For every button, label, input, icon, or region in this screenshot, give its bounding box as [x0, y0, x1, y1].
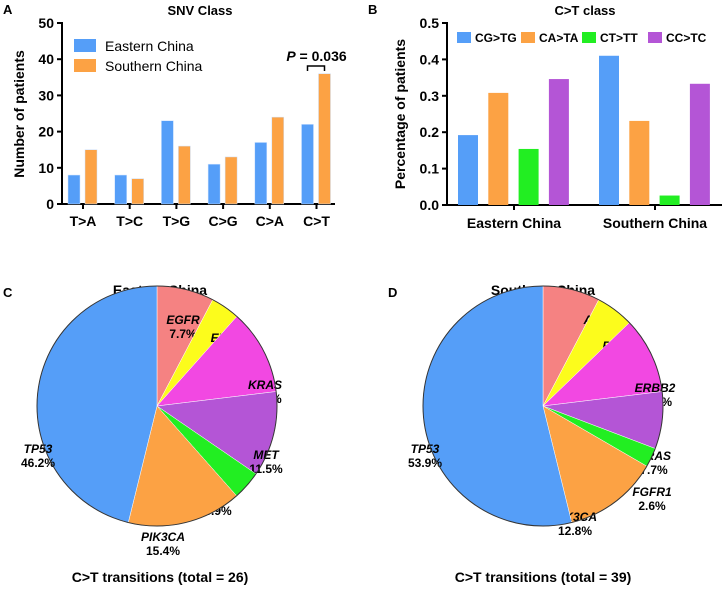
slice-percent: 11.5%: [249, 462, 283, 476]
x-tick-label: Eastern China: [467, 215, 561, 231]
y-tick-label: 10: [38, 160, 54, 176]
legend-swatch: [74, 59, 96, 72]
bar-eastern-china: [254, 142, 268, 205]
bar-cc-to-tc: [689, 83, 710, 205]
bar-ct-to-tt: [518, 148, 539, 205]
legend-swatch: [74, 39, 96, 52]
x-tick-label: T>G: [163, 213, 191, 229]
y-axis-label: Percentage of patients: [392, 39, 408, 189]
slice-label: PIK3CA: [141, 530, 185, 544]
significance-bracket: [306, 65, 326, 71]
bar-southern-china: [224, 156, 238, 205]
legend-swatch: [457, 32, 471, 43]
slice-percent: 12.8%: [558, 524, 592, 538]
y-tick-label: 0: [46, 196, 54, 212]
p-value-annotation: P = 0.036: [286, 48, 347, 64]
x-tick-label: T>C: [116, 213, 143, 229]
y-tick-label: 40: [38, 51, 54, 67]
slice-percent: 46.2%: [21, 456, 55, 470]
legend-swatch: [648, 32, 662, 43]
y-tick-label: 0.1: [420, 161, 440, 177]
panel-letter: C: [3, 285, 13, 300]
y-tick-label: 30: [38, 87, 54, 103]
legend-label: Southern China: [105, 58, 203, 74]
pie-caption: C>T transitions (total = 39): [455, 569, 632, 585]
bar-southern-china: [271, 116, 285, 205]
y-tick-label: 0.3: [420, 88, 440, 104]
y-tick-label: 0.0: [420, 197, 440, 213]
slice-label: EGFR: [166, 313, 200, 327]
bar-eastern-china: [301, 124, 314, 205]
legend-swatch: [521, 32, 535, 43]
slice-label: ERBB2: [635, 381, 676, 395]
y-axis-label: Number of patients: [11, 50, 27, 178]
y-tick-label: 20: [38, 124, 54, 140]
legend-label: Eastern China: [105, 38, 194, 54]
slice-percent: 7.7%: [169, 327, 197, 341]
x-tick-label: C>T: [303, 213, 330, 229]
bar-southern-china: [131, 178, 144, 205]
bar-eastern-china: [67, 174, 81, 205]
bar-southern-china: [318, 73, 331, 205]
legend-swatch: [582, 32, 596, 43]
bar-eastern-china: [161, 120, 174, 205]
panel-letter: D: [388, 285, 397, 300]
panel-letter: B: [368, 2, 377, 17]
bar-ca-to-ta: [488, 92, 509, 205]
legend-label: CG>TG: [475, 31, 517, 45]
bar-cg-to-tg: [599, 55, 619, 206]
slice-percent: 2.6%: [638, 499, 666, 513]
legend-label: CA>TA: [539, 31, 579, 45]
pie-outline: [36, 285, 278, 527]
bar-eastern-china: [207, 163, 221, 205]
x-tick-label: C>A: [256, 213, 284, 229]
pie-outline: [422, 285, 664, 527]
bar-ca-to-ta: [629, 120, 650, 205]
slice-label: TP53: [24, 442, 53, 456]
slice-percent: 53.9%: [408, 456, 442, 470]
chart-title: C>T class: [554, 3, 615, 18]
bar-eastern-china: [114, 174, 127, 205]
y-tick-label: 0.5: [420, 15, 440, 31]
bar-cc-to-tc: [548, 79, 569, 205]
slice-label: KRAS: [248, 378, 282, 392]
bar-cg-to-tg: [458, 135, 478, 205]
x-tick-label: C>G: [209, 213, 238, 229]
bar-southern-china: [178, 145, 191, 205]
slice-label: TP53: [411, 442, 440, 456]
y-tick-label: 0.4: [420, 51, 440, 67]
legend-label: CT>TT: [600, 31, 638, 45]
slice-percent: 7.7%: [640, 463, 668, 477]
panel-letter: A: [3, 2, 13, 17]
legend-label: CC>TC: [666, 31, 707, 45]
pie-caption: C>T transitions (total = 26): [72, 569, 249, 585]
bar-ct-to-tt: [659, 195, 680, 205]
slice-label: FGFR1: [632, 485, 672, 499]
bar-southern-china: [84, 149, 98, 205]
y-tick-label: 50: [38, 15, 54, 31]
slice-percent: 15.4%: [146, 544, 180, 558]
y-tick-label: 0.2: [420, 124, 440, 140]
x-tick-label: Southern China: [603, 215, 707, 231]
chart-title: SNV Class: [167, 3, 232, 18]
x-tick-label: T>A: [70, 213, 97, 229]
